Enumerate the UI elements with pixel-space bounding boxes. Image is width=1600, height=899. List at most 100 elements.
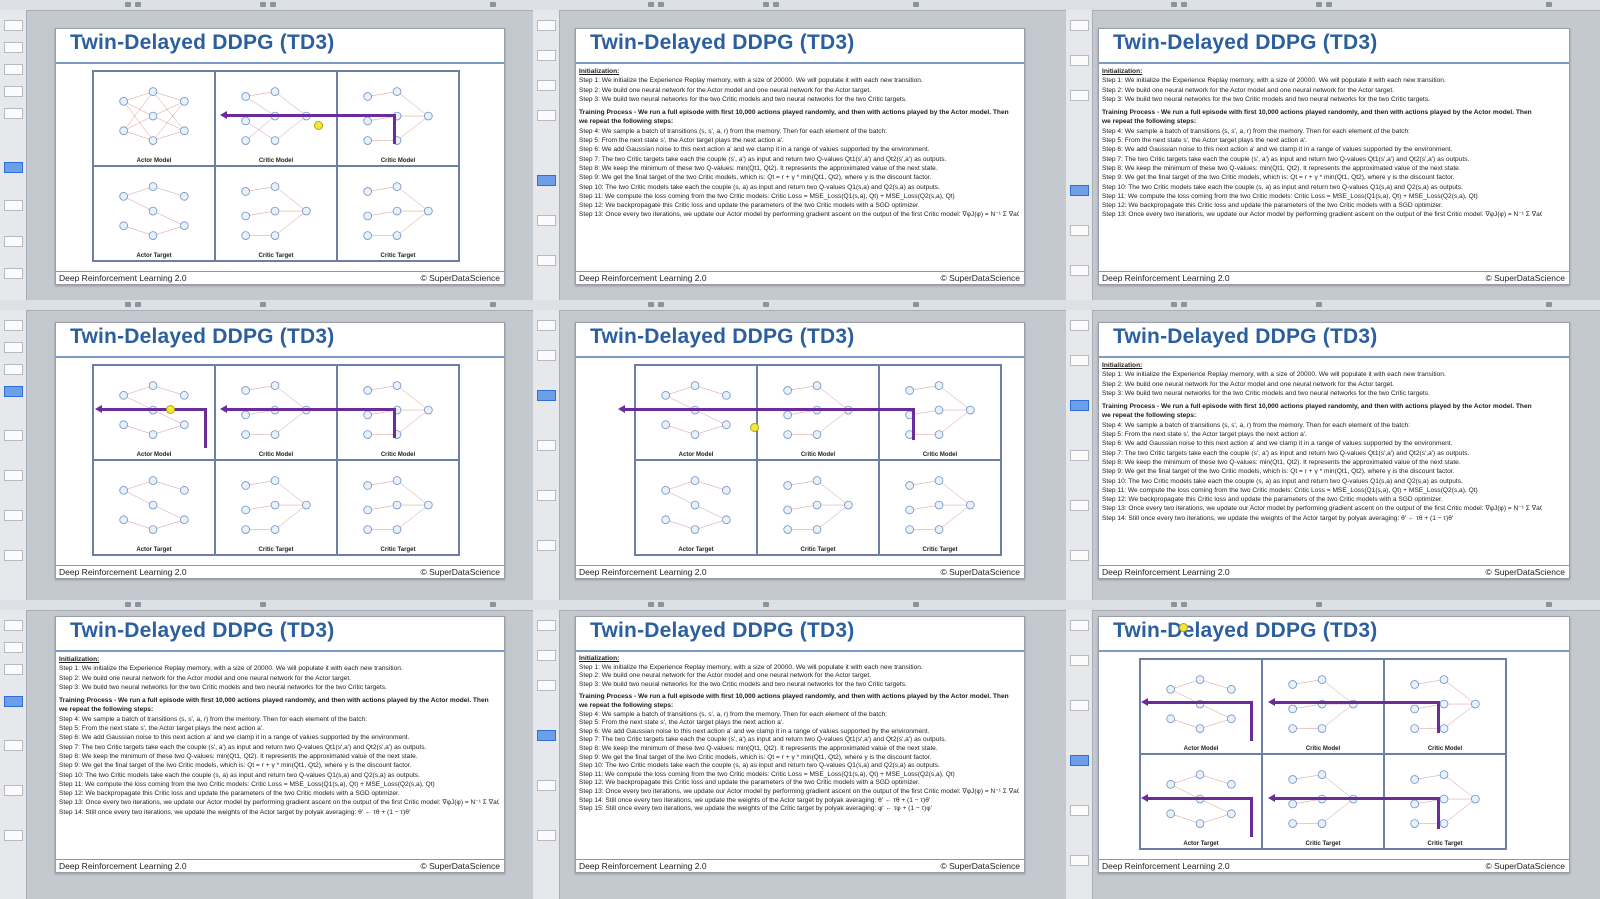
step-5: Step 5: From the next state s', the Acto… xyxy=(59,725,264,733)
actor-model-net: Actor Model xyxy=(1140,659,1262,754)
thumbnail-6[interactable]: Twin-Delayed DDPG (TD3) Initialization: … xyxy=(1066,300,1600,600)
slide-footer: Deep Reinforcement Learning 2.0 © SuperDa… xyxy=(1099,859,1569,872)
critic-model-net-1: Critic Model xyxy=(757,365,879,460)
slide-panel[interactable] xyxy=(533,10,560,300)
slide-title: Twin-Delayed DDPG (TD3) xyxy=(590,325,855,348)
slide-panel[interactable] xyxy=(1066,610,1093,899)
actor-model-net: Actor Model xyxy=(93,71,215,166)
slide-footer: Deep Reinforcement Learning 2.0 © SuperDa… xyxy=(576,859,1024,872)
title-rule xyxy=(576,356,1024,358)
thumbnail-2[interactable]: Twin-Delayed DDPG (TD3) Initialization: … xyxy=(533,0,1066,300)
slide-panel[interactable] xyxy=(0,10,27,300)
actor-model-label: Actor Model xyxy=(678,452,714,458)
step-2: Step 2: We build one neural network for … xyxy=(1102,380,1395,388)
target-update-arrow-vertical xyxy=(1250,797,1253,837)
step-12: Step 12: We backpropagate this Critic lo… xyxy=(579,779,920,787)
footer-course: Deep Reinforcement Learning 2.0 xyxy=(1102,861,1230,871)
footer-copyright: © SuperDataScience xyxy=(940,861,1020,871)
actor-target-net: Actor Target xyxy=(635,460,757,555)
step-8: Step 8: We keep the minimum of these two… xyxy=(579,744,938,752)
critic-model-label: Critic Model xyxy=(1427,746,1463,752)
actor-target-label: Actor Target xyxy=(136,547,172,553)
slide-panel[interactable] xyxy=(1066,310,1093,600)
step-5: Step 5: From the next state s', the Acto… xyxy=(1102,137,1307,145)
thumbnail-9[interactable]: Twin-Delayed DDPG (TD3) Actor Model Crit… xyxy=(1066,600,1600,899)
step-1: Step 1: We initialize the Experience Rep… xyxy=(579,663,923,671)
step-10: Step 10: The two Critic models take each… xyxy=(1102,477,1463,485)
slide-footer: Deep Reinforcement Learning 2.0 © SuperDa… xyxy=(576,565,1024,578)
step-8: Step 8: We keep the minimum of these two… xyxy=(59,752,418,760)
step-12: Step 12: We backpropagate this Critic lo… xyxy=(1102,202,1443,210)
slide: Twin-Delayed DDPG (TD3) Actor Model Crit… xyxy=(575,322,1025,579)
critic-target-net-1: Critic Target xyxy=(215,166,337,261)
gradient-arrow-2 xyxy=(1268,698,1439,706)
step-2: Step 2: We build one neural network for … xyxy=(1102,86,1395,94)
footer-copyright: © SuperDataScience xyxy=(940,567,1020,577)
pointer-cursor xyxy=(750,423,759,432)
step-4: Step 4: We sample a batch of transitions… xyxy=(579,710,888,718)
step-1: Step 1: We initialize the Experience Rep… xyxy=(579,77,923,85)
step-10: Step 10: The two Critic models take each… xyxy=(1102,183,1463,191)
gradient-arrow xyxy=(220,111,396,119)
step-1: Step 1: We initialize the Experience Rep… xyxy=(59,665,403,673)
step-9: Step 9: We get the final target of the t… xyxy=(59,762,412,770)
title-rule xyxy=(56,650,504,652)
title-rule xyxy=(576,650,1024,652)
thumbnail-3[interactable]: Twin-Delayed DDPG (TD3) Initialization: … xyxy=(1066,0,1600,300)
critic-target-label: Critic Target xyxy=(258,547,294,553)
actor-model-label: Actor Model xyxy=(136,158,172,164)
step-4: Step 4: We sample a batch of transitions… xyxy=(579,127,888,135)
step-9: Step 9: We get the final target of the t… xyxy=(579,174,932,182)
thumbnail-1[interactable]: Twin-Delayed DDPG (TD3) Actor Model Crit… xyxy=(0,0,533,300)
critic-model-label: Critic Model xyxy=(380,452,416,458)
step-10: Step 10: The two Critic models take each… xyxy=(579,183,940,191)
slide-panel[interactable] xyxy=(533,610,560,899)
target-update-arrow-vertical-2 xyxy=(1437,797,1440,829)
slide-footer: Deep Reinforcement Learning 2.0 © SuperDa… xyxy=(1099,271,1569,284)
slide: Twin-Delayed DDPG (TD3) Initialization: … xyxy=(55,616,505,873)
slide-panel[interactable] xyxy=(533,310,560,600)
slide-panel[interactable] xyxy=(0,610,27,899)
slide-panel[interactable] xyxy=(1066,10,1093,300)
slide-footer: Deep Reinforcement Learning 2.0 © SuperDa… xyxy=(56,859,504,872)
network-diagram: Actor Model Critic Model Critic Model Ac… xyxy=(92,70,460,262)
step-7: Step 7: The two Critic targets take each… xyxy=(59,743,427,751)
toolbar xyxy=(0,0,533,11)
actor-target-label: Actor Target xyxy=(678,547,714,553)
toolbar xyxy=(1066,0,1600,11)
step-12: Step 12: We backpropagate this Critic lo… xyxy=(1102,496,1443,504)
step-8: Step 8: We keep the minimum of these two… xyxy=(1102,164,1461,172)
critic-target-label: Critic Target xyxy=(258,253,294,259)
step-3: Step 3: We build two neural networks for… xyxy=(579,680,907,688)
step-4: Step 4: We sample a batch of transitions… xyxy=(1102,421,1411,429)
step-9: Step 9: We get the final target of the t… xyxy=(1102,468,1455,476)
critic-target-label: Critic Target xyxy=(1305,841,1341,847)
step-11: Step 11: We compute the loss coming from… xyxy=(579,192,955,200)
step-11: Step 11: We compute the loss coming from… xyxy=(1102,486,1478,494)
thumbnail-8[interactable]: Twin-Delayed DDPG (TD3) Initialization: … xyxy=(533,600,1066,899)
critic-target-label: Critic Target xyxy=(800,547,836,553)
step-11: Step 11: We compute the loss coming from… xyxy=(579,770,955,778)
critic-model-net-2: Critic Model xyxy=(879,365,1001,460)
critic-model-net-2: Critic Model xyxy=(337,365,459,460)
training-heading: Training Process - We run a full episode… xyxy=(579,693,1009,709)
slide-panel[interactable] xyxy=(0,310,27,600)
slide-title: Twin-Delayed DDPG (TD3) xyxy=(1113,31,1378,54)
thumbnail-5[interactable]: Twin-Delayed DDPG (TD3) Actor Model Crit… xyxy=(533,300,1066,600)
critic-model-net-1: Critic Model xyxy=(1262,659,1384,754)
critic-model-net-1: Critic Model xyxy=(215,365,337,460)
thumbnail-4[interactable]: Twin-Delayed DDPG (TD3) Actor Model Crit… xyxy=(0,300,533,600)
step-6: Step 6: We add Gaussian noise to this ne… xyxy=(579,727,930,735)
slide-footer: Deep Reinforcement Learning 2.0 © SuperDa… xyxy=(56,565,504,578)
step-3: Step 3: We build two neural networks for… xyxy=(579,95,907,103)
title-rule xyxy=(1099,356,1569,358)
training-heading: Training Process - We run a full episode… xyxy=(1102,109,1532,126)
footer-course: Deep Reinforcement Learning 2.0 xyxy=(59,567,187,577)
thumbnail-7[interactable]: Twin-Delayed DDPG (TD3) Initialization: … xyxy=(0,600,533,899)
toolbar xyxy=(0,300,533,311)
slide-text: Initialization: Step 1: We initialize th… xyxy=(579,67,1019,267)
title-rule xyxy=(56,62,504,64)
step-13: Step 13: Once every two iterations, we u… xyxy=(1102,505,1542,513)
slide-footer: Deep Reinforcement Learning 2.0 © SuperDa… xyxy=(576,271,1024,284)
footer-copyright: © SuperDataScience xyxy=(1485,567,1565,577)
